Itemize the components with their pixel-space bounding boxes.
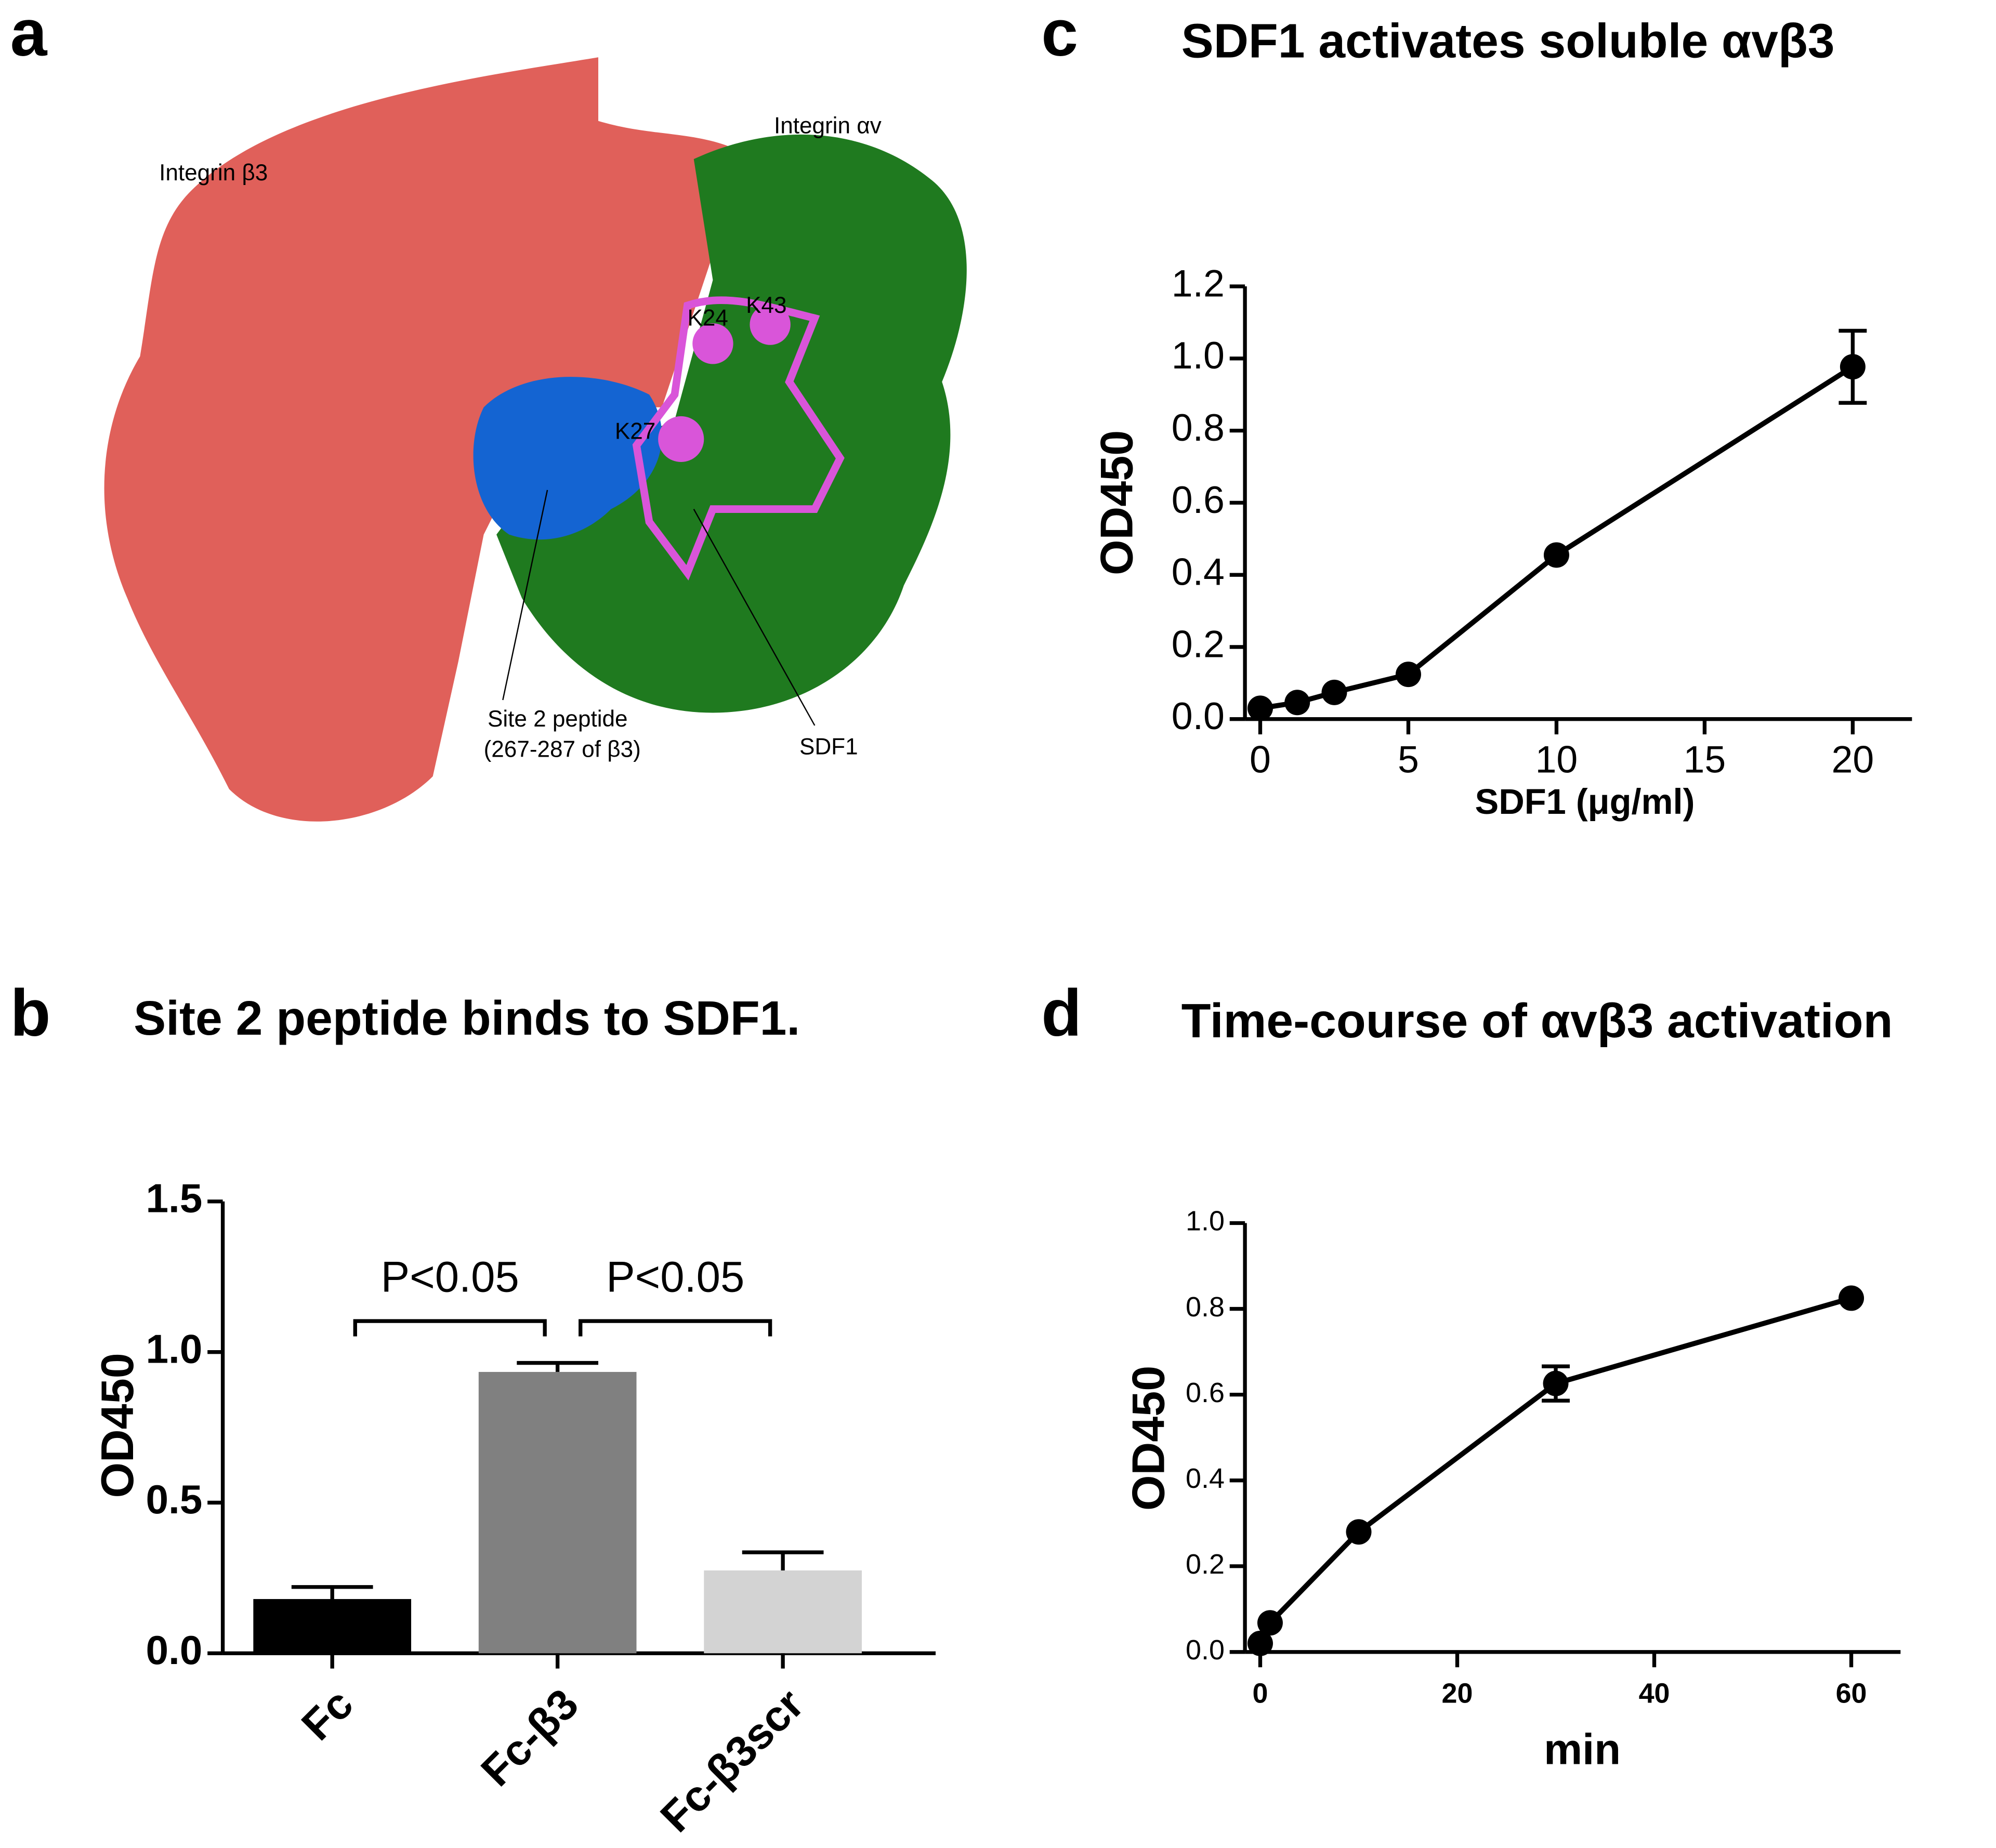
label: Integrin αv	[774, 113, 882, 139]
k24-atom	[692, 323, 733, 364]
point	[1346, 1519, 1372, 1545]
point	[1248, 1630, 1273, 1656]
y-tick-label: 0.8	[1172, 406, 1225, 449]
chart-title: SDF1 activates soluble αvβ3	[1181, 14, 1835, 68]
y-tick-label: 0.6	[1172, 478, 1225, 521]
error-bar	[291, 1585, 373, 1599]
x-tick-label: 20	[1442, 1678, 1473, 1709]
x-tick-label: 15	[1684, 737, 1726, 781]
y-tick-label: 0.0	[1186, 1634, 1225, 1666]
panel-label: b	[10, 976, 51, 1050]
sdf1-pointer	[693, 509, 816, 726]
label: K27	[615, 418, 655, 444]
y-tick-label: 0.2	[1186, 1549, 1225, 1580]
point	[1284, 690, 1310, 716]
point	[1321, 679, 1347, 705]
label: K43	[746, 293, 786, 318]
x-tick-label: 60	[1836, 1678, 1867, 1709]
point	[1543, 542, 1569, 568]
x-axis-label: SDF1 (μg/ml)	[1475, 782, 1695, 822]
label: Site 2 peptide	[488, 706, 628, 732]
label: K24	[687, 305, 728, 331]
y-tick-label: 1.5	[146, 1176, 202, 1221]
y-tick-label: 0.6	[1186, 1377, 1225, 1408]
x-tick-label: 0	[1253, 1678, 1268, 1709]
y-axis-label: OD450	[91, 1353, 143, 1498]
x-tick-label: Fc-β3scr	[651, 1680, 813, 1841]
significance-bracket	[579, 1319, 772, 1337]
significance-bracket	[353, 1319, 547, 1337]
point	[1839, 1285, 1864, 1311]
panel-label: a	[10, 0, 48, 70]
x-tick-label: 40	[1639, 1678, 1670, 1709]
alpha-v-surface	[496, 134, 967, 713]
error-bar	[517, 1361, 599, 1372]
annotation: P<0.05	[606, 1253, 744, 1301]
y-axis-label: OD450	[1091, 430, 1142, 575]
k43-atom	[750, 304, 791, 345]
label: Integrin β3	[159, 160, 268, 186]
point	[1395, 662, 1421, 688]
bar	[478, 1371, 637, 1654]
x-tick-label: 0	[1250, 737, 1271, 781]
label: (267-287 of β3)	[484, 737, 641, 762]
beta3-surface	[104, 57, 764, 822]
y-axis-label: OD450	[1123, 1366, 1174, 1511]
panel-label: d	[1041, 976, 1082, 1050]
bar	[704, 1570, 862, 1654]
x-tick-label: Fc	[292, 1680, 362, 1749]
y-tick-label: 0.4	[1172, 550, 1225, 593]
y-tick-label: 0.4	[1186, 1463, 1225, 1494]
x-tick-label: 5	[1398, 737, 1419, 781]
line	[1258, 1296, 1852, 1645]
site2-pointer	[502, 490, 548, 701]
k27-atom	[658, 416, 704, 463]
y-tick-label: 0.5	[146, 1476, 202, 1522]
molecule-render: Integrin β3 Integrin αv K24 K43 K27 Site…	[104, 57, 967, 822]
y-tick-label: 1.0	[1186, 1206, 1225, 1237]
y-tick-label: 1.0	[146, 1326, 202, 1371]
x-tick-label: 20	[1832, 737, 1874, 781]
x-tick-label: 10	[1535, 737, 1578, 781]
annotation: P<0.05	[381, 1253, 519, 1301]
panel-label: c	[1041, 0, 1078, 70]
y-tick-label: 0.2	[1172, 622, 1225, 665]
line	[1259, 364, 1854, 711]
error-bar	[742, 1550, 824, 1570]
point	[1257, 1610, 1283, 1636]
chart-title: Time-course of αvβ3 activation	[1181, 994, 1893, 1048]
point	[1543, 1370, 1569, 1396]
label: SDF1	[799, 734, 858, 760]
x-tick-label: Fc-β3	[472, 1680, 588, 1796]
point	[1248, 695, 1273, 721]
y-tick-label: 1.2	[1172, 261, 1225, 305]
y-tick-label: 0.0	[1172, 694, 1225, 737]
x-axis-label: min	[1544, 1725, 1621, 1773]
point	[1840, 354, 1866, 380]
y-tick-label: 0.8	[1186, 1291, 1225, 1323]
site2-surface	[473, 377, 662, 540]
y-tick-label: 1.0	[1172, 334, 1225, 377]
y-tick-label: 0.0	[146, 1627, 202, 1673]
chart-title: Site 2 peptide binds to SDF1.	[134, 991, 800, 1045]
bar	[253, 1599, 412, 1654]
